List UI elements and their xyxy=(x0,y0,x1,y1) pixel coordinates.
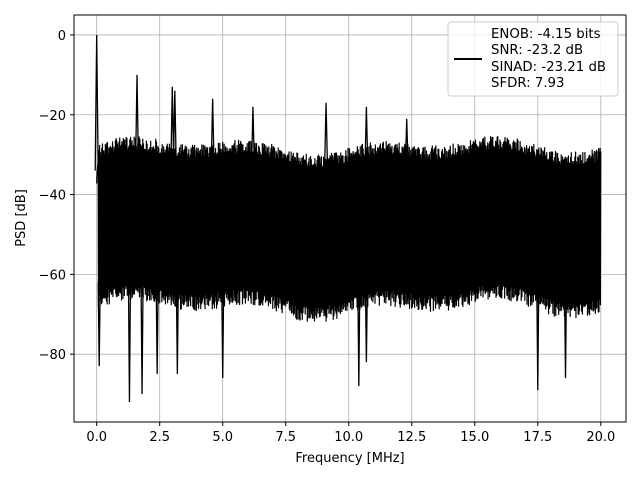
x-tick-label: 10.0 xyxy=(334,430,363,445)
y-axis-label: PSD [dB] xyxy=(14,189,29,247)
spectral-peak xyxy=(94,34,99,171)
y-tick-label: −80 xyxy=(39,348,66,363)
spectral-dip xyxy=(536,282,540,391)
spectral-peak xyxy=(250,106,256,171)
legend-sfdr: SFDR: 7.93 xyxy=(491,76,564,91)
x-tick-label: 0.0 xyxy=(86,430,107,445)
x-axis-label: Frequency [MHz] xyxy=(295,451,404,466)
x-tick-label: 12.5 xyxy=(397,430,426,445)
x-tick-label: 7.5 xyxy=(275,430,296,445)
x-tick-label: 5.0 xyxy=(212,430,233,445)
spectral-dip xyxy=(364,282,369,363)
y-tick-label: −20 xyxy=(39,109,66,124)
legend-enob: ENOB: -4.15 bits xyxy=(491,27,601,42)
spectral-peak xyxy=(323,102,329,171)
spectral-dip xyxy=(97,282,101,367)
x-tick-label: 20.0 xyxy=(586,430,615,445)
spectral-dip xyxy=(357,282,361,387)
legend-box xyxy=(447,21,619,97)
x-tick-label: 15.0 xyxy=(460,430,489,445)
spectral-peak xyxy=(364,106,369,171)
psd-trace xyxy=(96,136,602,322)
legend: ENOB: -4.15 bits SNR: -23.2 dB SINAD: -2… xyxy=(447,21,619,97)
x-tick-label: 17.5 xyxy=(523,430,552,445)
legend-sinad: SINAD: -23.21 dB xyxy=(491,60,606,75)
spectral-peak xyxy=(134,74,140,171)
y-tick-label: −40 xyxy=(39,189,66,204)
y-axis: 0 −20 −40 −60 −80 xyxy=(39,29,74,363)
y-tick-label: −60 xyxy=(39,268,66,283)
x-axis: 0.0 2.5 5.0 7.5 10.0 12.5 15.0 17.5 20.0 xyxy=(86,422,615,445)
y-tick-label: 0 xyxy=(58,29,66,44)
spectral-peak xyxy=(172,90,177,171)
x-tick-label: 2.5 xyxy=(149,430,170,445)
spectral-peak xyxy=(210,98,215,171)
spectral-dip xyxy=(127,282,132,403)
spectral-peak xyxy=(404,118,409,171)
axes-frame xyxy=(73,14,627,423)
legend-snr: SNR: -23.2 dB xyxy=(491,43,583,58)
